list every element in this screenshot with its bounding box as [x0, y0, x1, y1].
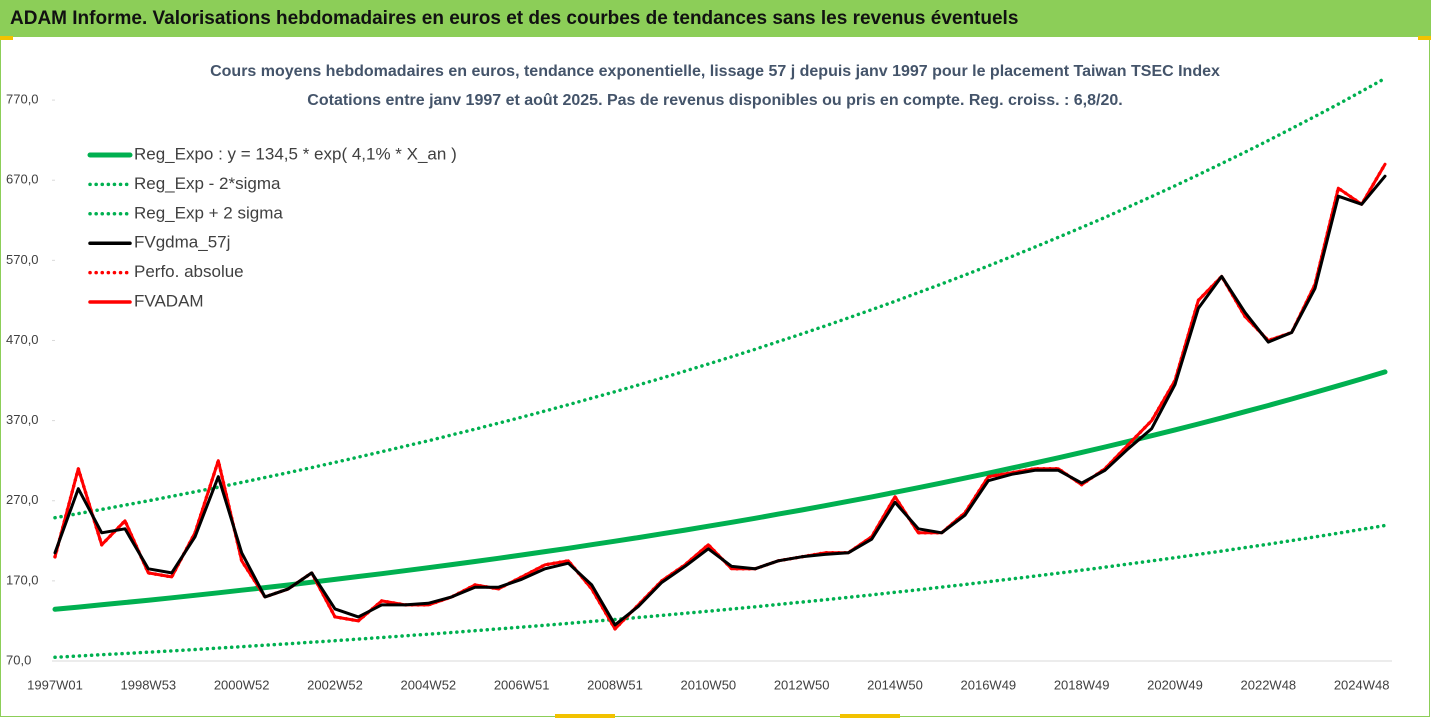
series-line: [53, 523, 1387, 660]
chart-frame: [0, 36, 1430, 717]
y-tick-label: 570,0: [6, 252, 39, 267]
chart-subtitle: Cotations entre janv 1997 et août 2025. …: [307, 92, 1122, 109]
x-tick-label: 2022W48: [1241, 677, 1297, 692]
y-tick-label: 70,0: [6, 652, 31, 667]
x-tick-label: 2012W50: [774, 677, 830, 692]
corner: [555, 714, 615, 718]
x-tick-label: 2000W52: [214, 677, 270, 692]
legend-label: Reg_Exp - 2*sigma: [134, 174, 281, 193]
x-tick-label: 1998W53: [121, 677, 177, 692]
corner: [0, 36, 13, 40]
chart-title: Cours moyens hebdomadaires en euros, ten…: [210, 63, 1220, 80]
y-tick-label: 670,0: [6, 172, 39, 187]
y-tick-label: 270,0: [6, 492, 39, 507]
series-line: [52, 369, 1388, 612]
x-tick-label: 2014W50: [867, 677, 923, 692]
legend-label: Reg_Exp + 2 sigma: [134, 203, 283, 222]
x-tick-label: 2024W48: [1334, 677, 1390, 692]
x-tick-label: 1997W01: [27, 677, 83, 692]
banner-title: ADAM Informe. Valorisations hebdomadaire…: [10, 8, 1018, 29]
y-tick-label: 770,0: [6, 92, 39, 107]
x-tick-label: 2008W51: [587, 677, 643, 692]
corner: [1418, 36, 1431, 40]
x-tick-label: 2018W49: [1054, 677, 1110, 692]
legend-label: FVADAM: [134, 291, 204, 310]
series-line: [53, 174, 1387, 627]
x-tick-label: 2016W49: [961, 677, 1017, 692]
x-tick-label: 2010W50: [681, 677, 737, 692]
series-line: [53, 76, 1387, 520]
banner: [0, 0, 1431, 36]
x-tick-label: 2006W51: [494, 677, 550, 692]
y-tick-label: 170,0: [6, 572, 39, 587]
y-tick-label: 370,0: [6, 412, 39, 427]
x-tick-label: 2002W52: [307, 677, 363, 692]
x-tick-label: 2020W49: [1147, 677, 1203, 692]
legend-label: FVgdma_57j: [134, 233, 230, 252]
x-tick-label: 2004W52: [401, 677, 457, 692]
y-tick-label: 470,0: [6, 332, 39, 347]
corner: [840, 714, 900, 718]
legend-label: Reg_Expo : y = 134,5 * exp( 4,1% * X_an …: [134, 144, 457, 163]
legend-label: Perfo. absolue: [134, 262, 244, 281]
